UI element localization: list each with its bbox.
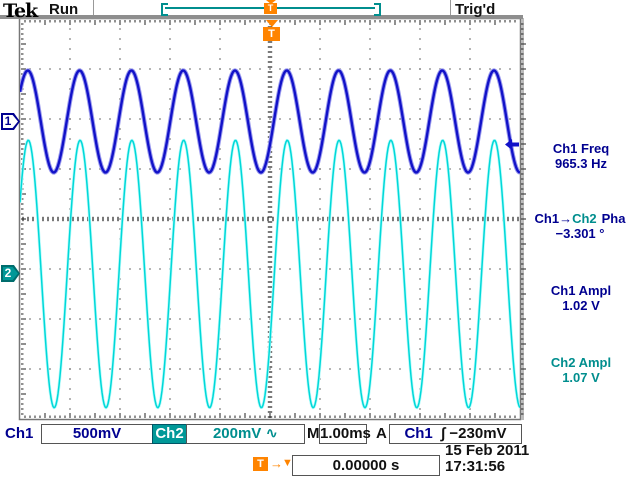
ch2-label-badge: Ch2 <box>152 424 187 444</box>
topbar-divider <box>93 0 94 16</box>
measurement-ch2-ampl-value: 1.07 V <box>562 370 600 385</box>
ch1-label: Ch1 <box>5 425 34 442</box>
measurement-ch1-freq-label: Ch1 Freq <box>552 141 610 156</box>
trigger-status: Trig'd <box>455 1 496 18</box>
delay-pointer-icon: ▼ <box>282 457 293 469</box>
trigger-position-pointer-icon <box>266 20 278 27</box>
ch2-scale-value: 200mV <box>212 425 262 442</box>
measurement-ch2-ampl-label: Ch2 Ampl <box>550 355 612 370</box>
measurement-phase: Ch1→Ch2 Pha −3.301 ° <box>520 211 640 241</box>
record-view-left-bracket <box>161 3 168 16</box>
phase-dest: Ch2 <box>572 211 597 226</box>
topbar-divider <box>450 0 451 16</box>
ch1-scale-readout: 500mV <box>41 424 153 444</box>
ch1-ground-marker: 1 <box>1 113 20 130</box>
date-readout: 15 Feb 2011 <box>445 442 530 459</box>
time-readout: 17:31:56 <box>445 458 506 475</box>
measurement-ch1-ampl-value: 1.02 V <box>562 298 600 313</box>
ch2-ac-coupling-icon: ∿ <box>265 425 279 442</box>
trigger-level-arrow-icon <box>505 139 519 150</box>
measurement-ch2-ampl: Ch2 Ampl 1.07 V <box>524 355 638 385</box>
phase-name: Pha <box>601 211 626 226</box>
phase-arrow-icon: → <box>559 211 573 226</box>
phase-source: Ch1 <box>534 211 560 226</box>
record-view-trigger-marker-icon: T <box>264 3 277 14</box>
ch2-ground-marker: 2 <box>1 265 20 282</box>
measurement-phase-label: Ch1→Ch2 Pha <box>520 211 640 226</box>
ch1-ground-marker-label: 1 <box>4 114 12 128</box>
ch2-ground-marker-label: 2 <box>4 266 12 280</box>
graticule-top-shade <box>0 15 523 19</box>
measurement-phase-value: −3.301 ° <box>555 226 605 241</box>
acquisition-state: Run <box>49 1 79 18</box>
delay-arrow-icon: → <box>270 456 283 471</box>
trigger-readout: Ch1 ∫ −230mV <box>389 424 522 444</box>
trigger-source: Ch1 <box>404 425 433 442</box>
ch2-ground-marker-face <box>3 267 18 280</box>
ch1-ground-marker-face <box>3 115 18 128</box>
tek-logo: Tek <box>3 0 38 22</box>
measurement-ch1-freq: Ch1 Freq 965.3 Hz <box>524 141 638 171</box>
trigger-slope-icon: ∫ <box>441 425 446 442</box>
trigger-level-value: −230mV <box>449 425 507 442</box>
record-view-trigger-pointer-icon <box>266 0 276 4</box>
record-view-right-bracket <box>374 3 381 16</box>
timebase-readout: 1.00ms <box>319 424 371 444</box>
delay-time-readout: 0.00000 s <box>292 455 440 476</box>
timebase-prefix: M <box>307 425 320 442</box>
trigger-position-marker-icon: T <box>263 27 280 41</box>
delay-trigger-marker-icon: T <box>253 457 268 471</box>
measurement-ch1-ampl: Ch1 Ampl 1.02 V <box>524 283 638 313</box>
measurement-ch1-ampl-label: Ch1 Ampl <box>550 283 612 298</box>
measurement-ch1-freq-value: 965.3 Hz <box>554 156 608 171</box>
ch2-scale-readout: 200mV ∿ <box>186 424 305 444</box>
trigger-bus-prefix: A <box>376 425 387 442</box>
